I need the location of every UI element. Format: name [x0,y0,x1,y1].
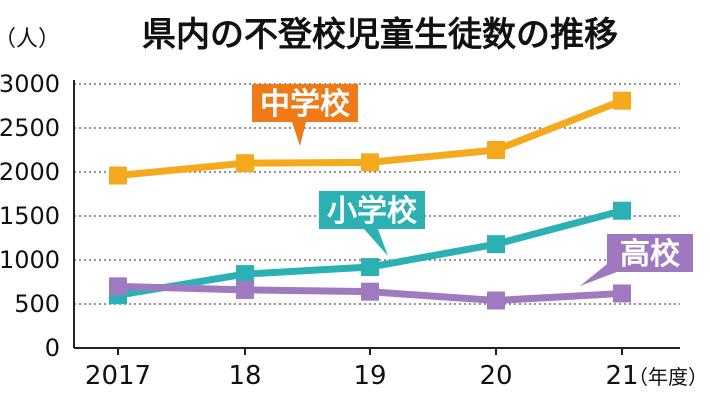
y-tick-label: 0 [45,334,60,362]
series-points [109,91,631,310]
axes [73,80,680,355]
series-label: 中学校 [260,87,350,122]
data-point [361,258,379,277]
data-point [487,141,505,159]
x-tick-label: 18 [228,361,261,391]
x-tick-label: 19 [353,361,386,391]
callout-box [607,234,693,272]
chart-title: 県内の不登校児童生徒数の推移 [142,15,618,55]
y-unit-label: （人） [0,27,60,52]
data-point [109,277,127,296]
data-point [487,291,505,310]
x-tick-label: 2017 [85,361,151,391]
y-tick-label: 1000 [0,246,60,274]
y-tick-label: 2000 [0,158,60,186]
x-tick-label: 21 [605,361,638,391]
series-label: 高校 [620,237,680,272]
data-point [613,201,631,220]
data-point [109,166,127,185]
x-tick-labels: 2017 18 19 20 21 [85,361,639,391]
y-tick-label: 2500 [0,114,60,142]
data-point [613,284,631,303]
data-point [236,154,254,173]
y-tick-label: 1500 [0,202,60,230]
callout-pointer [292,122,306,146]
x-unit-label: （年度） [628,365,708,389]
series-label: 小学校 [327,194,417,229]
callout-box [319,191,425,229]
data-point [361,282,379,301]
x-tick-label: 20 [479,361,512,391]
y-tick-label: 3000 [0,70,60,98]
data-point [236,280,254,299]
data-point [487,235,505,254]
data-point [236,265,254,284]
y-tick-labels: 0 500 1000 1500 2000 2500 3000 [0,70,60,362]
data-point [613,91,631,110]
callout-box [252,84,358,122]
y-tick-label: 500 [14,290,60,318]
data-point [361,153,379,172]
callout-pointer [364,229,388,256]
